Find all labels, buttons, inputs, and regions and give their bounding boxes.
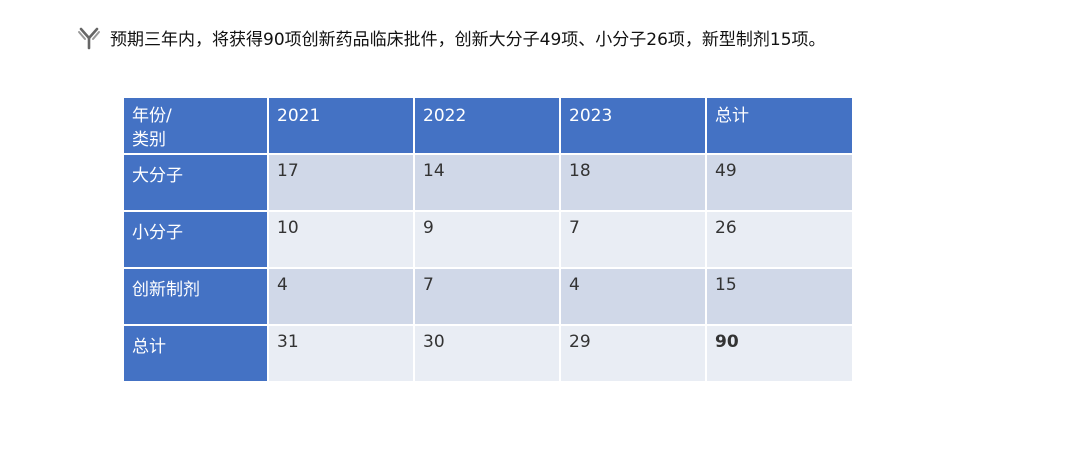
headline: 预期三年内，将获得90项创新药品临床批件，创新大分子49项、小分子26项，新型制…: [76, 22, 826, 52]
headline-text: 预期三年内，将获得90项创新药品临床批件，创新大分子49项、小分子26项，新型制…: [110, 29, 826, 50]
table-cell: 49: [705, 153, 854, 212]
row-header: 小分子: [122, 210, 269, 269]
approval-table: 年份/ 类别 2021 2022 2023 总计 大分子 17 14 18 49…: [122, 96, 854, 383]
table-row: 总计 31 30 29 90: [122, 324, 854, 383]
table-cell: 4: [559, 267, 707, 326]
corner-header-line2: 类别: [132, 130, 166, 150]
column-header: 2022: [413, 96, 561, 155]
antibody-icon: [76, 24, 102, 50]
grand-total-cell: 90: [705, 324, 854, 383]
row-header: 大分子: [122, 153, 269, 212]
table-cell: 14: [413, 153, 561, 212]
table-row: 小分子 10 9 7 26: [122, 210, 854, 269]
table-cell: 26: [705, 210, 854, 269]
corner-header: 年份/ 类别: [122, 96, 269, 155]
table-cell: 29: [559, 324, 707, 383]
table-cell: 30: [413, 324, 561, 383]
table-cell: 31: [267, 324, 415, 383]
column-header: 2021: [267, 96, 415, 155]
table-cell: 4: [267, 267, 415, 326]
table-cell: 7: [559, 210, 707, 269]
table-cell: 7: [413, 267, 561, 326]
table-row: 大分子 17 14 18 49: [122, 153, 854, 212]
table-cell: 18: [559, 153, 707, 212]
column-header: 2023: [559, 96, 707, 155]
table-header-row: 年份/ 类别 2021 2022 2023 总计: [122, 96, 854, 155]
table-cell: 17: [267, 153, 415, 212]
corner-header-line1: 年份/: [132, 106, 172, 126]
column-header: 总计: [705, 96, 854, 155]
table-cell: 9: [413, 210, 561, 269]
table-cell: 10: [267, 210, 415, 269]
row-header: 创新制剂: [122, 267, 269, 326]
table-row: 创新制剂 4 7 4 15: [122, 267, 854, 326]
row-header: 总计: [122, 324, 269, 383]
table-cell: 15: [705, 267, 854, 326]
